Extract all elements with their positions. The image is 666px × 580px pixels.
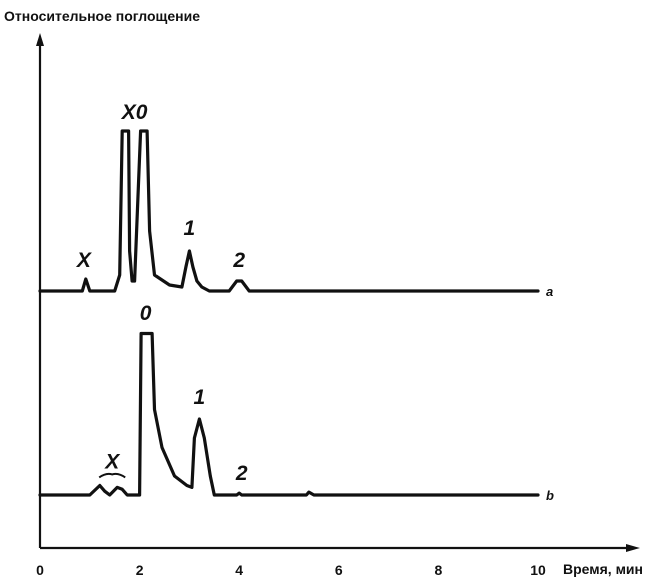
x-tick-label: 8: [435, 562, 443, 578]
x-tick-label: 10: [530, 562, 546, 578]
peak-label: 1: [184, 217, 196, 240]
peak-brace: [98, 472, 126, 479]
peak-label: X: [76, 249, 93, 272]
peak-label: 0: [140, 302, 152, 325]
peak-label: X0: [121, 101, 148, 124]
trace-b: [38, 331, 540, 497]
x-tick-label: 4: [235, 562, 243, 578]
x-tick-label: 2: [136, 562, 144, 578]
peak-label: 1: [194, 386, 206, 409]
x-tick-label: 0: [36, 562, 44, 578]
peak-label: X: [104, 450, 121, 473]
x-tick-label: 6: [335, 562, 343, 578]
y-axis-arrow: [36, 33, 44, 46]
y-axis-title: Относительное поглощение: [4, 8, 200, 24]
peak-label: 2: [232, 249, 245, 272]
peak-label: 2: [235, 462, 248, 485]
trace-group: [38, 129, 540, 497]
x-axis-title: Время, мин: [563, 561, 643, 577]
trace-label-group: ab: [546, 284, 554, 503]
trace-label-b: b: [546, 488, 554, 503]
x-axis-arrow: [626, 544, 640, 552]
x-tick-group: 0 2 4 6 8 10: [36, 562, 546, 578]
trace-label-a: a: [546, 284, 553, 299]
trace-a: [38, 129, 540, 293]
